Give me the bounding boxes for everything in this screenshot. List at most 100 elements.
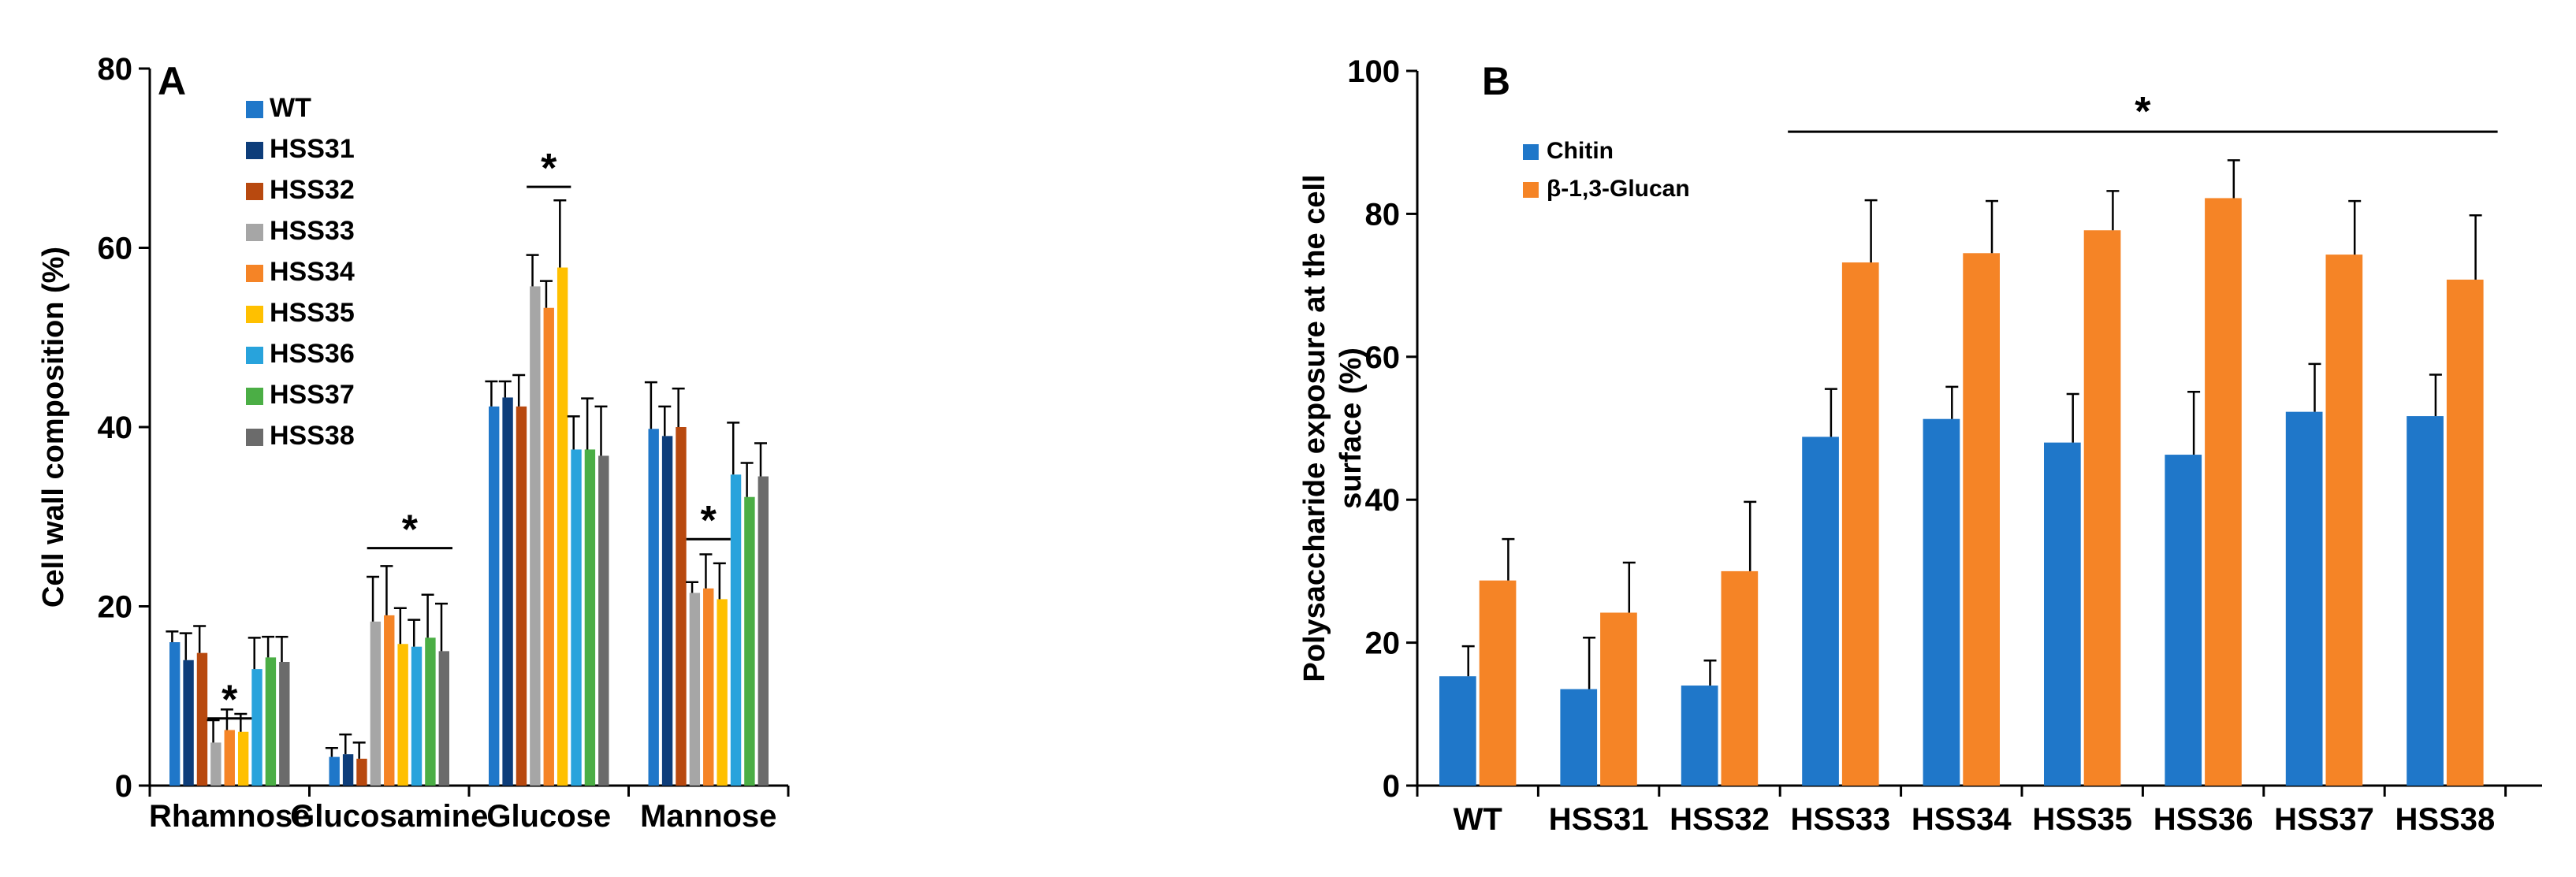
category-label: HSS32 bbox=[1670, 802, 1770, 837]
bar bbox=[543, 307, 554, 786]
bar bbox=[598, 455, 609, 786]
legend-label: HSS33 bbox=[270, 216, 355, 246]
bar bbox=[196, 652, 208, 786]
bar bbox=[557, 267, 568, 786]
bar bbox=[489, 406, 500, 786]
significance-star: * bbox=[402, 507, 419, 553]
legend-label: HSS36 bbox=[270, 339, 355, 369]
legend-label: HSS34 bbox=[270, 257, 355, 287]
category-label: HSS36 bbox=[2153, 802, 2254, 837]
y-tick-label: 20 bbox=[98, 590, 133, 625]
significance-star: * bbox=[541, 146, 557, 191]
legend-swatch bbox=[246, 388, 263, 405]
legend-label: β-1,3-Glucan bbox=[1547, 176, 1690, 202]
y-tick-label: 40 bbox=[98, 411, 133, 445]
bar bbox=[237, 731, 249, 786]
bar bbox=[676, 427, 687, 786]
category-label: HSS33 bbox=[1791, 802, 1891, 837]
legend-swatch bbox=[246, 429, 263, 446]
legend-label: HSS38 bbox=[270, 421, 355, 451]
bar bbox=[370, 621, 382, 786]
category-label: Rhamnose bbox=[149, 799, 311, 834]
category-label: Mannose bbox=[640, 799, 776, 834]
legend-label: HSS32 bbox=[270, 175, 355, 205]
bar bbox=[571, 449, 582, 786]
category-label: Glucose bbox=[486, 799, 611, 834]
significance-star: * bbox=[2135, 89, 2151, 135]
bar bbox=[1802, 437, 1839, 786]
bar bbox=[183, 660, 194, 786]
bar bbox=[1681, 686, 1718, 786]
bar bbox=[717, 599, 728, 786]
y-axis-label-line1: Polysaccharide exposure at the cell bbox=[1298, 174, 1331, 682]
bar bbox=[758, 476, 769, 786]
y-tick-label: 40 bbox=[1365, 483, 1401, 518]
bar bbox=[2285, 411, 2323, 786]
legend-swatch bbox=[1523, 144, 1539, 160]
y-axis-label: Cell wall composition (%) bbox=[37, 247, 70, 608]
bar bbox=[1439, 676, 1476, 786]
bar bbox=[2083, 230, 2121, 786]
y-tick-label: 0 bbox=[115, 769, 132, 804]
bar bbox=[1721, 570, 1759, 786]
category-label: HSS37 bbox=[2274, 802, 2374, 837]
bar bbox=[329, 756, 340, 786]
y-tick-label: 60 bbox=[1365, 340, 1401, 375]
legend-label: HSS37 bbox=[270, 380, 355, 410]
bar bbox=[397, 644, 408, 786]
y-tick-label: 80 bbox=[98, 52, 133, 87]
legend-swatch bbox=[1523, 182, 1539, 198]
legend-swatch bbox=[246, 183, 263, 200]
bar bbox=[744, 496, 755, 786]
legend-swatch bbox=[246, 347, 263, 364]
bar bbox=[2205, 198, 2242, 786]
bar bbox=[210, 742, 221, 786]
bar bbox=[1600, 612, 1637, 786]
bar bbox=[425, 637, 436, 786]
bar bbox=[1560, 689, 1598, 786]
bar bbox=[384, 615, 395, 786]
bar bbox=[530, 286, 541, 786]
bar bbox=[411, 646, 423, 786]
bar bbox=[2446, 279, 2484, 786]
bar bbox=[2407, 416, 2444, 786]
legend-swatch bbox=[246, 101, 263, 118]
bar bbox=[703, 588, 714, 786]
bar bbox=[2165, 455, 2202, 786]
panel-label: A bbox=[158, 59, 186, 103]
panel-b-chart: 0 20 40 60 80 100 WT HSS31 HSS32 HSS33 HSS34 HSS35 H… bbox=[1298, 54, 2542, 837]
bar bbox=[1923, 418, 1960, 786]
bar bbox=[265, 657, 277, 786]
legend-label: HSS31 bbox=[270, 134, 355, 164]
y-tick-label: 60 bbox=[98, 232, 133, 266]
category-label: HSS31 bbox=[1549, 802, 1649, 837]
bar bbox=[438, 651, 449, 786]
y-tick-label: 80 bbox=[1365, 197, 1401, 232]
bar bbox=[342, 754, 354, 786]
category-label: Glucosamine bbox=[290, 799, 488, 834]
bar bbox=[1963, 253, 2000, 786]
bar bbox=[1479, 580, 1517, 786]
legend-label: HSS35 bbox=[270, 298, 355, 328]
bar bbox=[730, 474, 742, 786]
significance-star: * bbox=[701, 498, 717, 544]
category-label: WT bbox=[1454, 802, 1502, 837]
category-label: HSS35 bbox=[2032, 802, 2132, 837]
y-tick-label: 0 bbox=[1383, 769, 1400, 804]
bar bbox=[689, 593, 701, 786]
y-tick-label: 100 bbox=[1347, 54, 1400, 89]
bar bbox=[584, 449, 596, 786]
category-label: HSS38 bbox=[2395, 802, 2496, 837]
y-tick-label: 20 bbox=[1365, 626, 1401, 661]
bar bbox=[279, 662, 290, 786]
bar bbox=[2044, 442, 2081, 786]
category-label: HSS34 bbox=[1912, 802, 2012, 837]
bar bbox=[516, 406, 527, 786]
legend-label: Chitin bbox=[1547, 138, 1614, 164]
legend-swatch bbox=[246, 142, 263, 159]
bar bbox=[356, 758, 367, 786]
panel-label: B bbox=[1482, 59, 1510, 103]
significance-star: * bbox=[221, 678, 238, 723]
